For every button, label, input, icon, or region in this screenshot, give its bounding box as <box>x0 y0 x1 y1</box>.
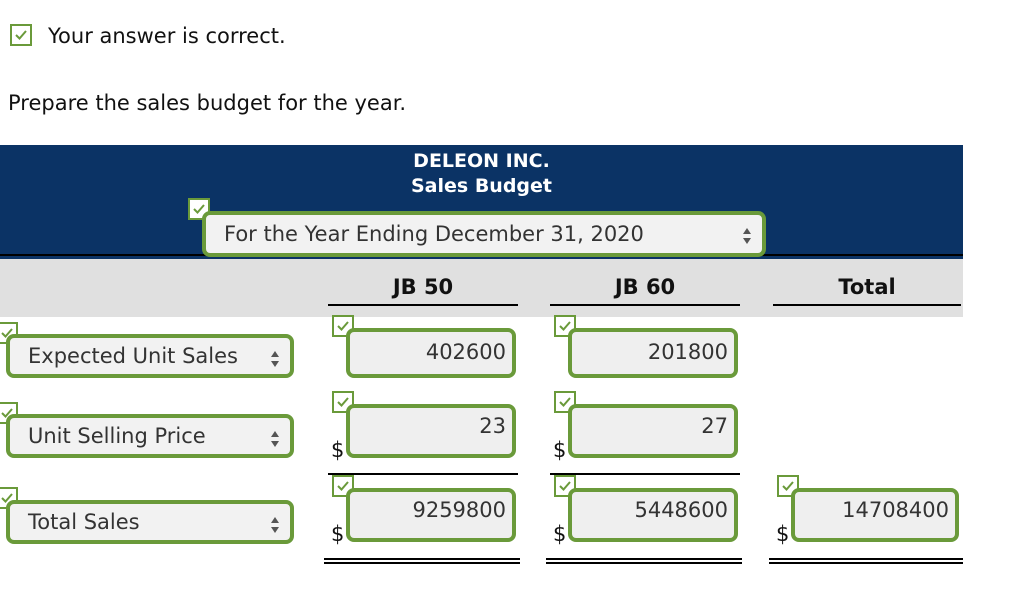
correct-check-icon <box>10 24 32 46</box>
row-label-select-total-sales[interactable]: Total Sales <box>6 500 294 544</box>
row-label: Total Sales <box>28 510 140 534</box>
select-arrows-icon <box>271 351 279 367</box>
input-total-sales-jb60[interactable]: 5448600 <box>568 488 738 542</box>
currency-symbol: $ <box>331 522 345 546</box>
period-select[interactable]: For the Year Ending December 31, 2020 <box>202 211 766 257</box>
select-arrows-icon <box>743 228 751 244</box>
period-select-value: For the Year Ending December 31, 2020 <box>224 222 644 246</box>
input-expected-unit-sales-jb60[interactable]: 201800 <box>568 328 738 378</box>
subtotal-underline <box>328 473 518 475</box>
total-double-underline <box>769 558 963 564</box>
select-arrows-icon <box>271 517 279 533</box>
column-header-total: Total <box>838 275 896 299</box>
row-label-select-expected-unit-sales[interactable]: Expected Unit Sales <box>6 334 294 378</box>
instruction-text: Prepare the sales budget for the year. <box>8 91 407 115</box>
report-title: Sales Budget <box>410 175 552 197</box>
company-name: DELEON INC. <box>413 150 550 172</box>
header-underline <box>328 304 518 306</box>
input-unit-selling-price-jb60[interactable]: 27 <box>568 404 738 458</box>
input-total-sales-total[interactable]: 14708400 <box>791 488 959 542</box>
column-header-bar <box>0 259 963 317</box>
row-label: Expected Unit Sales <box>28 344 238 368</box>
currency-symbol: $ <box>776 522 790 546</box>
currency-symbol: $ <box>553 522 567 546</box>
total-double-underline <box>324 558 520 564</box>
column-header-jb50: JB 50 <box>392 275 454 299</box>
row-label-select-unit-selling-price[interactable]: Unit Selling Price <box>6 414 294 458</box>
column-header-jb60: JB 60 <box>614 275 676 299</box>
subtotal-underline <box>550 473 740 475</box>
input-unit-selling-price-jb50[interactable]: 23 <box>346 404 516 458</box>
status-message: Your answer is correct. <box>48 24 286 48</box>
header-underline <box>550 304 740 306</box>
input-expected-unit-sales-jb50[interactable]: 402600 <box>346 328 516 378</box>
currency-symbol: $ <box>553 438 567 462</box>
input-total-sales-jb50[interactable]: 9259800 <box>346 488 516 542</box>
header-underline <box>773 304 961 306</box>
total-double-underline <box>546 558 742 564</box>
row-label: Unit Selling Price <box>28 424 206 448</box>
currency-symbol: $ <box>331 438 345 462</box>
select-arrows-icon <box>271 431 279 447</box>
